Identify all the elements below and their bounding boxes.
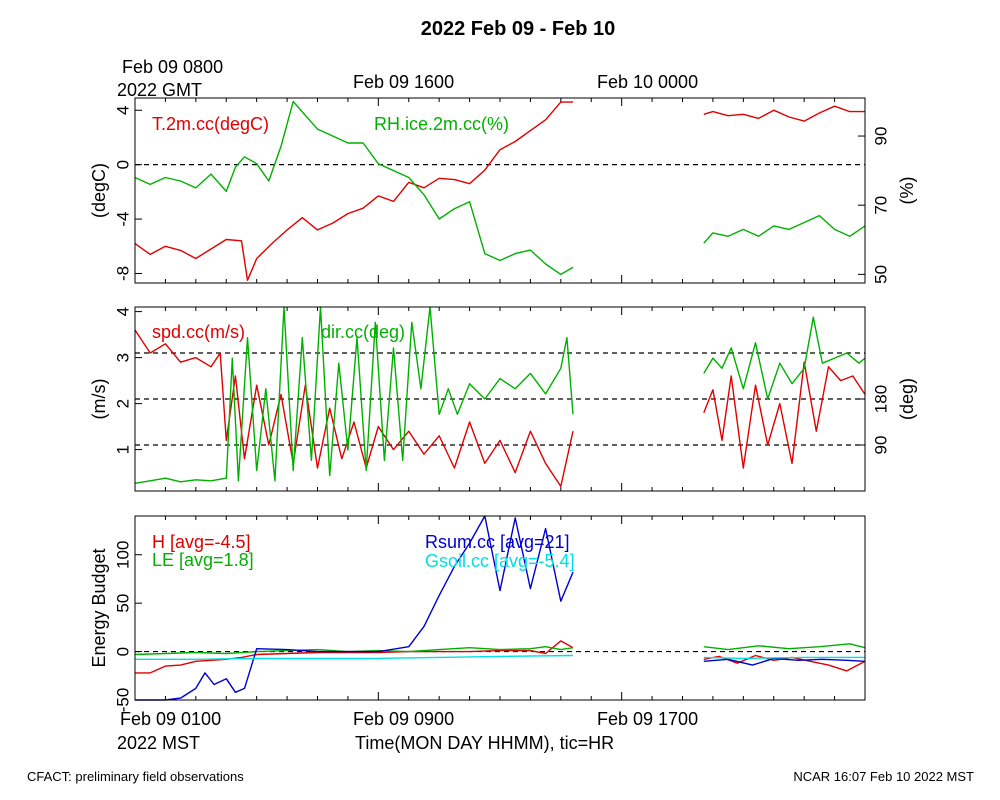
- y-tick-label-left: 4: [113, 307, 132, 316]
- footer-right: NCAR 16:07 Feb 10 2022 MST: [793, 769, 974, 784]
- y-tick-label-left: 100: [113, 541, 132, 569]
- y-axis-label-left: (m/s): [89, 379, 109, 420]
- y-tick-label-left: 4: [113, 106, 132, 115]
- y-tick-label-left: 0: [113, 160, 132, 169]
- y-tick-label-left: 0: [113, 647, 132, 656]
- top-axis-label-1: Feb 09 1600: [353, 72, 454, 92]
- top-axis-label-0: Feb 09 0800: [122, 57, 223, 77]
- chart-title: 2022 Feb 09 - Feb 10: [421, 18, 616, 40]
- legend-spd: spd.cc(m/s): [152, 322, 245, 342]
- series-line-dir-cc-deg--seg-1: [703, 316, 866, 400]
- y-axis-label-right: (deg): [897, 378, 917, 420]
- series-line-spd-cc-m-s--seg-1: [703, 361, 866, 469]
- series-line-le-seg-1: [703, 643, 866, 651]
- y-tick-label-right: 50: [871, 265, 890, 284]
- top-axis-tz-label: 2022 GMT: [117, 80, 202, 100]
- bottom-axis-label-0: Feb 09 0100: [120, 709, 221, 729]
- series-line-rh-ice-2m-cc--seg-0: [134, 100, 574, 276]
- y-tick-label-left: -4: [113, 212, 132, 227]
- panel-energy-budget: 100 50 0 -50 Energy Budget: [89, 515, 866, 713]
- series-line-rsum-cc-seg-1: [703, 657, 866, 666]
- series-line-h-seg-0: [135, 640, 574, 674]
- y-tick-label-left: 1: [113, 445, 132, 454]
- y-axis-label-left: (degC): [89, 163, 109, 218]
- y-tick-label-left: 50: [113, 594, 132, 613]
- y-tick-label-right: 180: [871, 385, 890, 413]
- legend-h: H [avg=-4.5]: [152, 532, 251, 552]
- series-line-gsoil-cc-seg-1: [703, 656, 865, 660]
- series-line-t-2m-cc-degc--seg-1: [703, 105, 865, 122]
- y-tick-label-left: 3: [113, 353, 132, 362]
- series-line-gsoil-cc-seg-0: [135, 654, 574, 660]
- series-line-rsum-cc-seg-0: [135, 515, 574, 701]
- panel-wind: 4 3 2 1 180 90 (m/s) (deg): [89, 306, 917, 492]
- y-tick-label-left: 2: [113, 399, 132, 408]
- legend-rh: RH.ice.2m.cc(%): [374, 114, 509, 134]
- series-line-dir-cc-deg--seg-0: [134, 306, 574, 484]
- legend-dir: dir.cc(deg): [321, 322, 405, 342]
- y-axis-label-left: Energy Budget: [89, 548, 109, 667]
- y-tick-label-left: -50: [113, 688, 132, 713]
- y-tick-label-right: 90: [871, 436, 890, 455]
- bottom-axis-tz-label: 2022 MST: [117, 733, 200, 753]
- top-axis-label-2: Feb 10 0000: [597, 72, 698, 92]
- y-tick-label-right: 90: [871, 127, 890, 146]
- y-tick-label-left: -8: [113, 266, 132, 281]
- legend-gsoil: Gsoil.cc [avg=-5.4]: [425, 551, 575, 571]
- legend-rsum: Rsum.cc [avg=21]: [425, 532, 570, 552]
- bottom-axis-label-1: Feb 09 0900: [353, 709, 454, 729]
- y-tick-label-right: 70: [871, 196, 890, 215]
- series-line-rh-ice-2m-cc--seg-1: [703, 214, 866, 244]
- footer-left: CFACT: preliminary field observations: [27, 769, 244, 784]
- series-line-spd-cc-m-s--seg-0: [134, 329, 574, 488]
- x-axis-label: Time(MON DAY HHMM), tic=HR: [355, 733, 614, 753]
- panel-temperature-humidity: 4 0 -4 -8 90 70 50 (degC) (%): [89, 97, 917, 284]
- legend-t2m: T.2m.cc(degC): [152, 114, 269, 134]
- series-line-t-2m-cc-degc--seg-0: [134, 101, 573, 281]
- series-line-le-seg-0: [134, 646, 574, 656]
- bottom-axis-label-2: Feb 09 1700: [597, 709, 698, 729]
- y-axis-label-right: (%): [897, 177, 917, 205]
- legend-le: LE [avg=1.8]: [152, 550, 254, 570]
